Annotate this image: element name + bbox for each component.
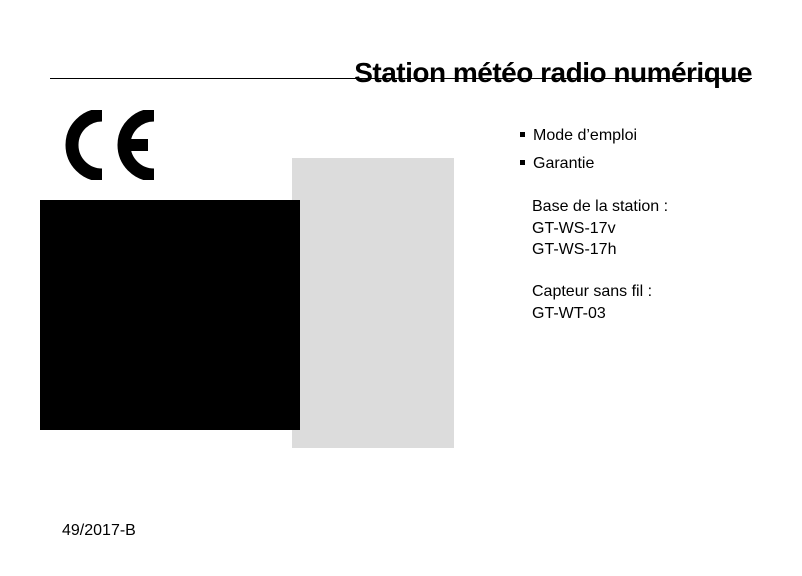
- product-image-station-placeholder: [40, 200, 300, 430]
- page-title: Station météo radio numérique: [354, 57, 752, 89]
- base-model-2: GT-WS-17h: [532, 239, 668, 261]
- list-item: Garantie: [520, 153, 668, 175]
- document-contents-list: Mode d’emploi Garantie: [520, 125, 668, 174]
- product-image-sensor-placeholder: [292, 158, 454, 448]
- list-item: Mode d’emploi: [520, 125, 668, 147]
- list-item-label: Garantie: [533, 155, 594, 172]
- footer-code: 49/2017-B: [62, 522, 136, 540]
- list-item-label: Mode d’emploi: [533, 127, 637, 144]
- base-model-1: GT-WS-17v: [532, 218, 668, 240]
- base-heading: Base de la station :: [532, 196, 668, 218]
- sensor-model: GT-WT-03: [532, 303, 668, 325]
- ce-mark-icon: [62, 110, 172, 191]
- info-column: Mode d’emploi Garantie Base de la statio…: [520, 125, 668, 344]
- sensor-section: Capteur sans fil : GT-WT-03: [532, 281, 668, 324]
- sensor-heading: Capteur sans fil :: [532, 281, 668, 303]
- title-underline: [50, 78, 752, 79]
- base-station-section: Base de la station : GT-WS-17v GT-WS-17h: [532, 196, 668, 261]
